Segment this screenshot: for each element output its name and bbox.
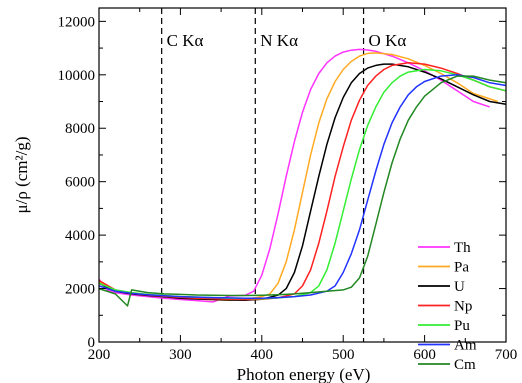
y-tick-label: 8000 <box>65 121 95 137</box>
x-tick-label: 400 <box>251 347 274 363</box>
legend-label: U <box>454 279 465 295</box>
x-tick-label: 500 <box>332 347 355 363</box>
y-tick-label: 0 <box>88 335 96 351</box>
y-tick-label: 12000 <box>58 14 96 30</box>
edge-label: C Kα <box>167 31 204 50</box>
edge-label: O Kα <box>369 31 407 50</box>
x-axis-label: Photon energy (eV) <box>237 365 371 383</box>
series-line-cm <box>98 75 507 307</box>
legend-label: Np <box>454 299 472 315</box>
x-tick-label: 600 <box>413 347 436 363</box>
series-line-th <box>98 48 490 303</box>
x-tick-label: 300 <box>169 347 192 363</box>
series-line-np <box>98 62 507 301</box>
y-tick-label: 10000 <box>58 68 96 84</box>
plot-area <box>99 8 506 342</box>
legend-label: Am <box>454 338 477 354</box>
legend-label: Pu <box>454 318 470 334</box>
series-line-am <box>98 74 507 299</box>
x-tick-label: 700 <box>495 347 518 363</box>
legend-label: Th <box>454 240 471 256</box>
legend-label: Pa <box>454 260 469 276</box>
edge-label: N Kα <box>260 31 298 50</box>
legend-label: Cm <box>454 357 476 373</box>
y-tick-label: 6000 <box>65 175 95 191</box>
y-tick-label: 2000 <box>65 282 95 298</box>
y-axis-label: μ/ρ (cm²/g) <box>12 137 31 214</box>
x-tick-label: 200 <box>88 347 111 363</box>
y-tick-label: 4000 <box>65 228 95 244</box>
